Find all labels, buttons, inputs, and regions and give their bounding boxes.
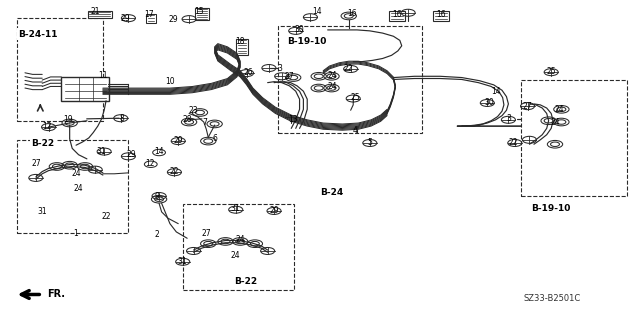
Text: 4: 4: [353, 126, 358, 135]
Text: 29: 29: [269, 206, 279, 215]
Text: 8: 8: [120, 114, 124, 123]
Text: 24: 24: [74, 184, 83, 193]
Text: 21: 21: [90, 7, 100, 16]
Text: 25: 25: [350, 93, 360, 102]
Text: 6: 6: [212, 134, 217, 143]
Text: 24: 24: [236, 235, 245, 244]
Text: 12: 12: [145, 159, 154, 168]
Bar: [88, 11, 112, 19]
Text: 29: 29: [127, 150, 136, 159]
Text: 26: 26: [244, 68, 253, 77]
Bar: [182, 204, 294, 290]
Text: 5: 5: [367, 137, 372, 146]
Text: 25: 25: [547, 67, 556, 76]
Text: 30: 30: [484, 99, 494, 108]
Text: 11: 11: [98, 71, 108, 80]
Text: 9: 9: [155, 191, 159, 201]
Text: 23: 23: [189, 106, 198, 115]
Text: 17: 17: [144, 11, 154, 19]
Text: 16: 16: [436, 11, 446, 19]
Bar: [388, 11, 404, 21]
Bar: [195, 8, 209, 20]
Text: 27: 27: [523, 102, 532, 111]
Text: 14: 14: [491, 87, 500, 96]
Text: 22: 22: [344, 64, 353, 73]
Text: SZ33-B2501C: SZ33-B2501C: [523, 294, 580, 303]
Text: FR.: FR.: [47, 289, 65, 300]
Bar: [433, 11, 449, 21]
Text: 7: 7: [203, 118, 207, 128]
Text: 31: 31: [97, 147, 106, 156]
Text: 27: 27: [202, 229, 211, 238]
Text: 31: 31: [37, 207, 47, 216]
Text: 24: 24: [328, 82, 337, 91]
Text: 22: 22: [170, 167, 179, 176]
Text: 22: 22: [101, 211, 111, 220]
Text: 16: 16: [347, 9, 356, 18]
Text: B-19-10: B-19-10: [531, 204, 570, 213]
Text: 30: 30: [294, 25, 305, 34]
Text: 18: 18: [236, 38, 245, 47]
Text: 16: 16: [392, 11, 401, 19]
Text: 27: 27: [285, 72, 294, 81]
Text: B-22: B-22: [234, 277, 257, 286]
Bar: [278, 26, 422, 132]
Bar: [17, 18, 103, 122]
Bar: [17, 140, 129, 233]
Text: 31: 31: [178, 257, 188, 266]
Text: 13: 13: [289, 115, 298, 124]
Bar: [61, 77, 109, 101]
Text: 3: 3: [506, 114, 511, 123]
Text: 15: 15: [194, 7, 204, 16]
Bar: [146, 14, 156, 23]
Text: 29: 29: [173, 136, 183, 145]
Bar: [521, 80, 627, 196]
Text: B-24-11: B-24-11: [19, 30, 58, 39]
Text: 24: 24: [550, 117, 560, 127]
Text: 10: 10: [165, 77, 175, 86]
Text: 12: 12: [42, 122, 51, 131]
Text: 1: 1: [74, 229, 79, 238]
Text: 29: 29: [120, 14, 130, 23]
Text: 2: 2: [155, 230, 159, 239]
Text: 28: 28: [182, 115, 192, 124]
Text: 14: 14: [154, 147, 164, 156]
Text: 27: 27: [31, 159, 40, 168]
Text: 24: 24: [231, 251, 241, 260]
Text: 24: 24: [555, 105, 564, 114]
Text: 31: 31: [231, 204, 241, 213]
Text: B-22: B-22: [31, 139, 54, 148]
Text: 22: 22: [508, 137, 518, 146]
Text: 24: 24: [71, 169, 81, 178]
Text: 3: 3: [277, 64, 282, 73]
Text: 24: 24: [328, 71, 337, 80]
Text: 19: 19: [63, 115, 72, 124]
Text: B-19-10: B-19-10: [287, 38, 326, 47]
Text: B-24: B-24: [320, 188, 343, 197]
Bar: [236, 39, 248, 55]
Text: 29: 29: [168, 15, 178, 24]
Text: 14: 14: [312, 7, 322, 16]
